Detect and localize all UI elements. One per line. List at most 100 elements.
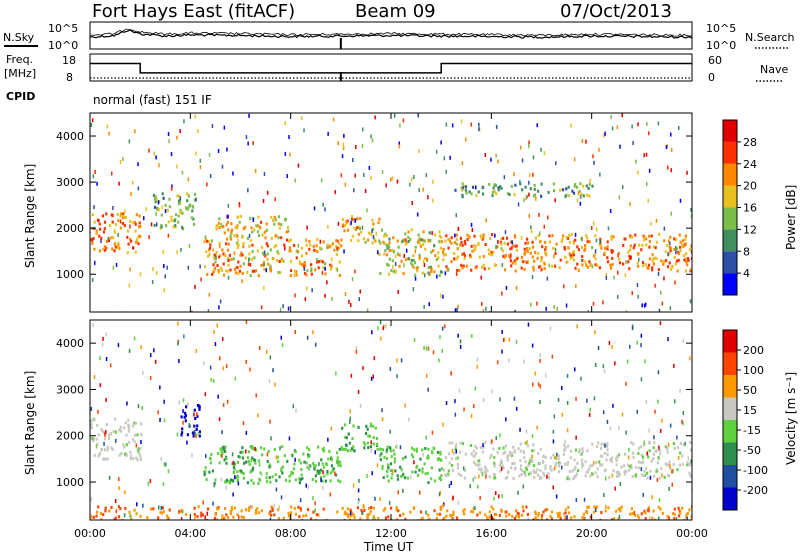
noise-cell	[555, 161, 557, 166]
data-cell	[464, 185, 468, 189]
data-cell	[564, 508, 567, 512]
data-cell	[446, 509, 449, 513]
data-cell	[627, 260, 630, 264]
data-cell	[428, 231, 431, 235]
data-cell	[446, 472, 449, 476]
noise-cell	[527, 322, 530, 327]
data-cell	[388, 237, 391, 241]
data-cell	[679, 511, 682, 515]
data-cell	[508, 254, 511, 258]
noise-cell	[117, 232, 119, 237]
noise-cell	[124, 490, 126, 495]
data-cell	[403, 238, 406, 242]
data-cell	[474, 476, 477, 479]
data-cell	[411, 263, 414, 267]
noise-cell	[532, 382, 534, 387]
data-cell	[353, 227, 356, 230]
data-cell	[436, 451, 440, 454]
data-cell	[268, 512, 271, 516]
noise-cell	[370, 440, 372, 445]
noise-cell	[665, 145, 668, 150]
noise-cell	[657, 121, 660, 126]
noise-cell	[188, 423, 190, 428]
data-cell	[399, 514, 402, 518]
data-cell	[543, 251, 547, 255]
noise-cell	[435, 149, 438, 154]
data-cell	[610, 234, 613, 238]
noise-cell	[450, 371, 453, 376]
noise-cell	[501, 291, 503, 296]
noise-cell	[343, 133, 345, 138]
noise-cell	[227, 214, 229, 219]
data-cell	[603, 251, 606, 255]
data-cell	[582, 517, 585, 520]
data-cell	[117, 219, 120, 223]
data-cell	[351, 437, 354, 440]
data-cell	[241, 272, 244, 275]
data-cell	[92, 515, 95, 519]
noise-cell	[522, 484, 525, 489]
noise-cell	[126, 401, 128, 406]
data-cell	[540, 194, 543, 198]
data-cell	[105, 422, 108, 426]
noise-cell	[575, 435, 577, 440]
data-cell	[364, 442, 367, 446]
noise-cell	[94, 170, 96, 174]
data-cell	[240, 509, 243, 513]
data-cell	[317, 266, 320, 270]
noise-cell	[287, 306, 290, 311]
data-cell	[224, 480, 227, 484]
data-cell	[554, 252, 557, 255]
data-cell	[421, 467, 424, 471]
data-cell	[455, 233, 458, 237]
data-cell	[393, 250, 396, 254]
colorbar-segment	[723, 251, 737, 274]
data-cell	[530, 460, 533, 464]
data-cell	[342, 447, 345, 451]
data-cell	[574, 238, 577, 242]
noise-cell	[501, 329, 503, 334]
noise-cell	[385, 183, 387, 188]
noise-cell	[432, 179, 434, 184]
data-cell	[381, 467, 384, 470]
data-cell	[482, 192, 485, 196]
data-cell	[117, 243, 120, 247]
data-cell	[177, 202, 180, 206]
data-cell	[236, 226, 239, 230]
frequency-tick-bottom: 8	[66, 71, 73, 84]
colorbar-tick-label: -100	[743, 464, 768, 477]
data-cell	[466, 233, 469, 237]
data-cell	[513, 450, 516, 454]
data-cell	[224, 445, 227, 449]
data-cell	[637, 516, 640, 520]
noise-cell	[261, 472, 263, 477]
data-cell	[622, 244, 625, 247]
y-tick-label: 2000	[56, 222, 84, 235]
data-cell	[666, 463, 669, 467]
noise-left-label: N.Sky	[3, 31, 35, 44]
data-cell	[524, 441, 527, 445]
data-cell	[468, 190, 471, 194]
data-cell	[629, 235, 632, 239]
data-cell	[152, 193, 155, 197]
data-cell	[238, 220, 241, 224]
data-cell	[200, 514, 203, 518]
data-cell	[168, 508, 171, 512]
data-cell	[225, 478, 228, 482]
data-cell	[321, 260, 325, 264]
noise-cell	[292, 404, 294, 409]
data-cell	[679, 441, 682, 445]
data-cell	[540, 259, 543, 263]
data-cell	[533, 259, 536, 263]
data-cell	[651, 516, 654, 520]
data-cell	[443, 468, 446, 472]
data-cell	[349, 508, 352, 512]
noise-cell	[161, 205, 163, 210]
data-cell	[191, 209, 194, 213]
noise-cell	[548, 263, 550, 268]
data-cell	[642, 474, 645, 478]
noise-cell	[428, 302, 430, 307]
data-cell	[666, 514, 669, 518]
noise-cell	[561, 412, 564, 417]
noise-cell	[531, 434, 534, 439]
